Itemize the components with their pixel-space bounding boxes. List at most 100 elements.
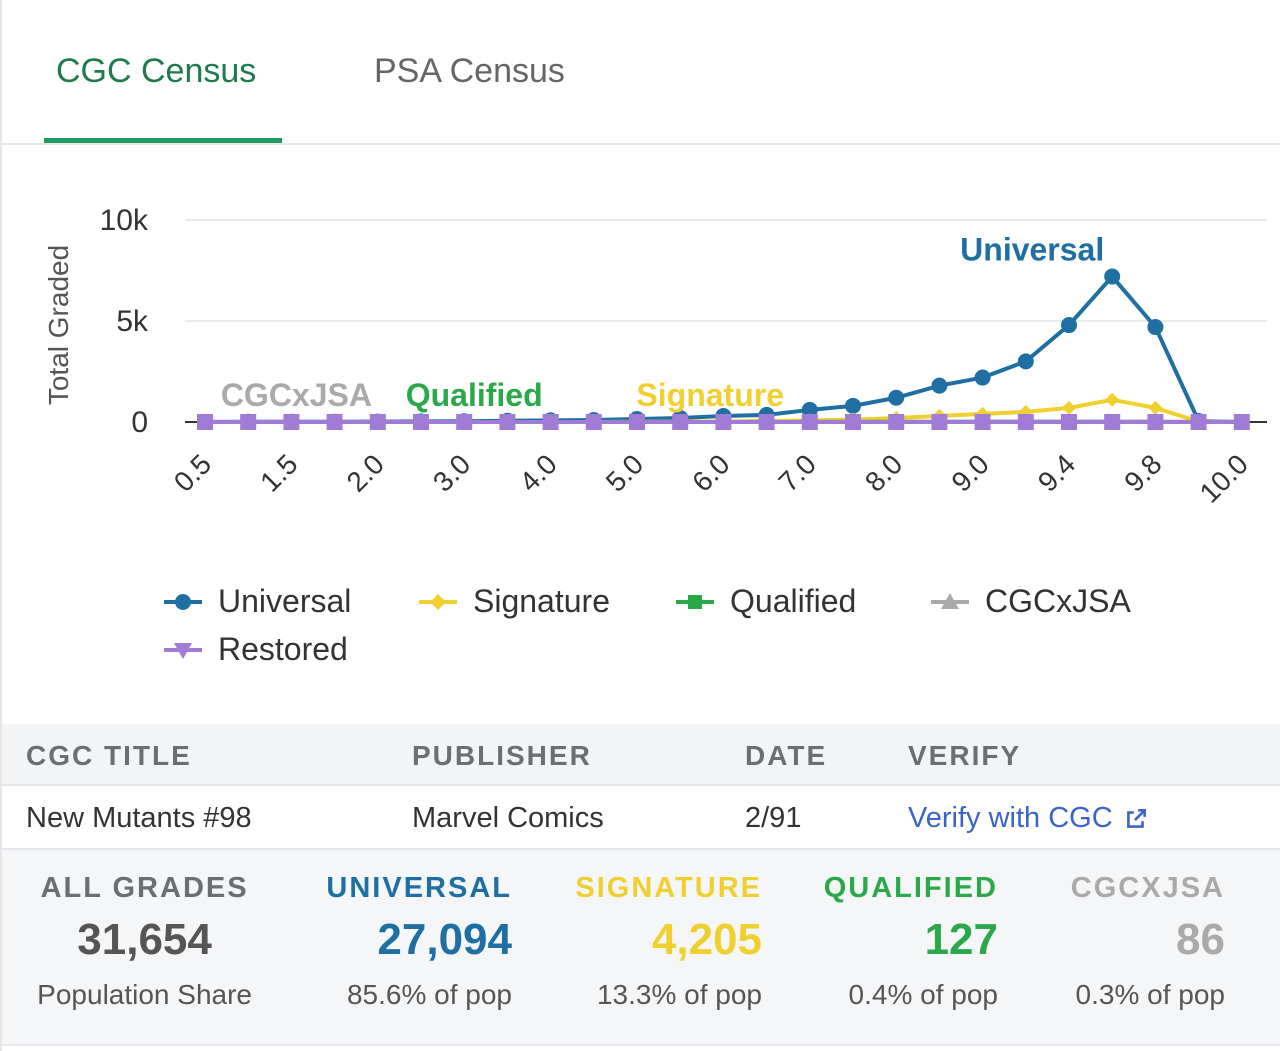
- data-point: [888, 389, 905, 406]
- stat-label: UNIVERSAL: [326, 872, 512, 904]
- data-point: [197, 414, 213, 430]
- series-annotation: Universal: [960, 232, 1104, 268]
- data-point: [758, 414, 775, 430]
- data-point: [283, 414, 300, 430]
- data-point: [1147, 414, 1164, 430]
- header-publisher: PUBLISHER: [412, 740, 592, 771]
- tab-cgc-census[interactable]: CGC Census: [56, 52, 257, 90]
- data-point: [1148, 400, 1163, 415]
- stat-value: 31,654: [77, 915, 212, 964]
- census-line-chart: Total Graded 10k 5k 0 0.5 1.5 2.0 3.0 4.0 5.0 6.0 7…: [43, 204, 1267, 509]
- legend-label-cgcxjsa: CGCxJSA: [985, 583, 1131, 619]
- verify-with-cgc-link[interactable]: Verify with CGC: [908, 802, 1149, 835]
- tab-psa-census[interactable]: PSA Census: [374, 52, 565, 90]
- stat-share: 0.3% of pop: [1075, 979, 1225, 1010]
- data-point: [1061, 317, 1077, 334]
- y-tick-label: 0: [131, 406, 148, 439]
- data-point: [1017, 353, 1034, 370]
- y-tick-label: 10k: [100, 204, 149, 237]
- legend-item-restored[interactable]: Restored: [162, 631, 348, 668]
- data-point: [542, 414, 559, 430]
- legend-label-restored: Restored: [218, 631, 348, 667]
- data-point: [1105, 392, 1120, 407]
- stat-share: 13.3% of pop: [596, 979, 762, 1010]
- stat-value: 127: [924, 915, 998, 964]
- stat-value: 27,094: [377, 915, 512, 964]
- square-marker-icon: [676, 594, 714, 609]
- y-axis-title: Total Graded: [43, 245, 74, 405]
- data-point: [1104, 414, 1121, 430]
- data-point: [715, 414, 732, 430]
- series-annotation: Qualified: [406, 377, 543, 413]
- data-point: [240, 414, 257, 430]
- data-point: [1061, 414, 1077, 430]
- active-tab-indicator: [44, 138, 282, 143]
- data-point: [629, 414, 645, 430]
- data-point: [499, 414, 516, 430]
- data-point: [845, 414, 861, 430]
- header-verify: VERIFY: [908, 740, 1022, 771]
- stat-share: 85.6% of pop: [346, 979, 512, 1010]
- triangle-marker-icon: [931, 592, 969, 609]
- data-point: [369, 414, 386, 430]
- x-tick-label: 6.0: [686, 448, 735, 497]
- series-annotation: Signature: [636, 377, 784, 413]
- x-tick-label: 7.0: [773, 448, 822, 497]
- chart-legend: Universal Signature Qualified CGCxJSA: [2, 575, 1280, 675]
- data-point: [801, 414, 818, 430]
- data-point: [974, 414, 991, 430]
- data-point: [456, 414, 473, 430]
- x-tick-label: 9.4: [1032, 448, 1081, 497]
- stat-value: 4,205: [651, 915, 762, 964]
- cell-title: New Mutants #98: [26, 802, 252, 834]
- cell-date: 2/91: [745, 802, 802, 834]
- x-tick-label: 4.0: [513, 448, 562, 497]
- x-tick-label: 0.5: [168, 448, 217, 497]
- stat-label: SIGNATURE: [575, 872, 762, 904]
- x-tick-label: 9.8: [1118, 448, 1167, 497]
- legend-item-signature[interactable]: Signature: [417, 583, 610, 620]
- cell-publisher: Marvel Comics: [412, 802, 604, 834]
- data-point: [1190, 414, 1207, 430]
- y-tick-label: 5k: [116, 305, 149, 338]
- stat-label: ALL GRADES: [40, 872, 249, 904]
- data-point: [974, 369, 991, 386]
- circle-marker-icon: [164, 593, 202, 610]
- x-tick-label: 8.0: [859, 448, 908, 497]
- data-point: [1017, 414, 1034, 430]
- legend-label-universal: Universal: [218, 583, 352, 619]
- x-tick-label: 3.0: [427, 448, 476, 497]
- data-point: [1233, 414, 1250, 430]
- census-tabs: CGC Census PSA Census: [2, 0, 1280, 145]
- census-chart: Total Graded 10k 5k 0 0.5 1.5 2.0 3.0 4.0 5.0 6.0 7…: [2, 160, 1280, 540]
- stat-label: QUALIFIED: [823, 872, 998, 904]
- data-point: [1062, 400, 1076, 415]
- legend-item-universal[interactable]: Universal: [162, 583, 351, 620]
- stat-value: 86: [1176, 915, 1225, 964]
- triangle-down-marker-icon: [164, 642, 202, 659]
- stat-universal: UNIVERSAL 27,094 85.6% of pop: [326, 872, 512, 1011]
- data-point: [931, 414, 948, 430]
- data-point: [672, 414, 689, 430]
- legend-item-qualified[interactable]: Qualified: [674, 583, 856, 620]
- x-tick-label: 10.0: [1194, 448, 1254, 508]
- table-row: New Mutants #98 Marvel Comics 2/91 Verif…: [2, 786, 1280, 850]
- data-point: [326, 414, 343, 430]
- x-tick-label: 9.0: [945, 448, 994, 497]
- stat-signature: SIGNATURE 4,205 13.3% of pop: [575, 872, 762, 1011]
- data-point: [1147, 319, 1164, 336]
- x-tick-label: 2.0: [341, 448, 390, 497]
- data-point: [888, 414, 905, 430]
- legend-label-qualified: Qualified: [730, 583, 857, 619]
- population-stats: ALL GRADES 31,654 Population Share UNIVE…: [2, 850, 1280, 1046]
- legend-item-cgcxjsa[interactable]: CGCxJSA: [929, 583, 1131, 620]
- stat-label: CGCXJSA: [1070, 872, 1225, 904]
- stat-all-grades: ALL GRADES 31,654 Population Share: [37, 872, 252, 1011]
- data-point: [801, 401, 818, 418]
- stat-qualified: QUALIFIED 127 0.4% of pop: [824, 872, 998, 1011]
- data-point: [931, 377, 948, 394]
- x-tick-label: 5.0: [600, 448, 649, 497]
- data-point: [845, 397, 861, 414]
- data-point: [413, 414, 429, 430]
